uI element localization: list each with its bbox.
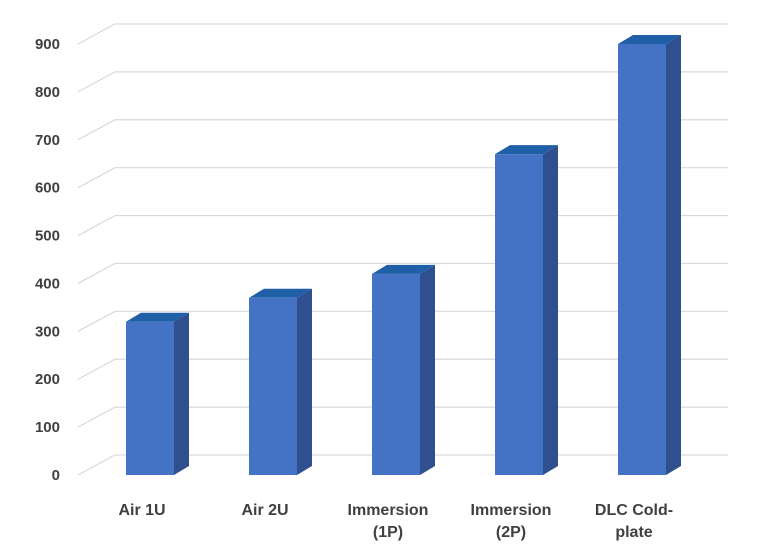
bars: [126, 35, 681, 475]
bar: [126, 312, 189, 475]
bar-top: [618, 35, 681, 44]
x-category-label: Immersion (2P): [471, 502, 552, 541]
x-category-label: DLC Cold-plate: [595, 502, 673, 541]
bar-side: [297, 288, 312, 475]
y-tick-label: 200: [35, 371, 60, 388]
gridline: [77, 119, 728, 141]
bar: [618, 35, 681, 475]
y-tick-label: 700: [35, 132, 60, 149]
y-tick-label: 300: [35, 323, 60, 340]
y-tick-label: 800: [35, 84, 60, 101]
bar-front: [249, 297, 297, 475]
x-category-label: Air 1U: [118, 502, 165, 519]
y-tick-label: 500: [35, 228, 60, 245]
bar-front: [618, 44, 666, 475]
bar-side: [174, 312, 189, 475]
x-axis: Air 1U Air 2U Immersion (1P) Immersion (2P) DL…: [118, 502, 673, 541]
bar-side: [666, 35, 681, 475]
gridline: [77, 71, 728, 93]
y-tick-label: 600: [35, 180, 60, 197]
y-tick-label: 400: [35, 275, 60, 292]
x-category-label: Air 2U: [241, 502, 288, 519]
bar-front: [126, 321, 174, 475]
bar-top: [249, 288, 312, 298]
bar-top: [495, 145, 558, 155]
y-tick-label: 900: [35, 36, 60, 53]
bar-top: [126, 312, 189, 322]
gridline: [77, 23, 728, 45]
bar: [249, 288, 312, 475]
y-tick-label: 100: [35, 419, 60, 436]
bar-side: [543, 145, 558, 475]
y-tick-label: 0: [52, 467, 60, 484]
gridlines: [77, 23, 728, 476]
bar-top: [372, 264, 435, 274]
y-axis: 0 100 200 300 400 500 600 700 800 900: [35, 36, 60, 484]
bar-front: [495, 154, 543, 475]
bar-front: [372, 273, 420, 475]
x-category-label: Immersion (1P): [348, 502, 429, 541]
bar-side: [420, 264, 435, 475]
bar: [372, 264, 435, 475]
bar: [495, 145, 558, 475]
